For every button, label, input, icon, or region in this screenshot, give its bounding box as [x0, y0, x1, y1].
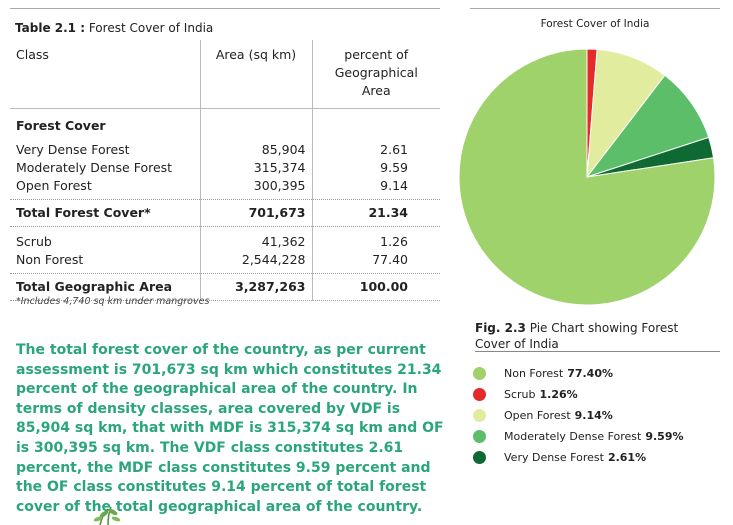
legend-label: Very Dense Forest [504, 451, 604, 464]
cell-percent: 9.59 [311, 159, 440, 177]
cell-class: Scrub [16, 234, 52, 249]
cell-percent: 1.26 [311, 226, 440, 251]
plant-illustration [93, 506, 121, 525]
cell-percent: 100.00 [311, 273, 440, 301]
table-caption-text: Forest Cover of India [88, 21, 214, 35]
cell-percent: 21.34 [311, 199, 440, 227]
table-row: Moderately Dense Forest 315,374 9.59 [10, 159, 440, 177]
legend-value: 2.61% [607, 451, 647, 464]
cell-area: 85,904 [199, 141, 312, 159]
table-row: Open Forest 300,395 9.14 [10, 177, 440, 200]
cell-area: 3,287,263 [199, 273, 312, 301]
legend-swatch-moderately-dense-forest [473, 430, 486, 443]
legend-label: Moderately Dense Forest [504, 430, 642, 443]
legend-value: 9.14% [574, 409, 613, 422]
header-percent: percent of Geographical Area [311, 40, 440, 109]
total-geographic-row: Total Geographic Area 3,287,263 100.00 [10, 273, 440, 301]
top-rule-right [470, 8, 720, 9]
cell-percent: 2.61 [311, 141, 440, 159]
figure-caption: Fig. 2.3 Pie Chart showing Forest Cover … [475, 320, 715, 352]
legend-value: 1.26% [539, 388, 578, 401]
summary-paragraph: The total forest cover of the country, a… [16, 342, 444, 515]
cell-class: Very Dense Forest [16, 142, 130, 157]
legend-label: Scrub [504, 388, 536, 401]
legend-swatch-open-forest [473, 409, 486, 422]
cell-percent: 9.14 [311, 177, 440, 200]
table-caption-label: Table 2.1 : [15, 21, 85, 35]
legend-item-open-forest: Open Forest 9.14% [473, 405, 723, 426]
cell-area: 300,395 [199, 177, 312, 200]
pie-slice-moderately-dense-forest [585, 74, 710, 178]
legend-label: Open Forest [504, 409, 571, 422]
legend-value: 9.59% [645, 430, 684, 443]
figure-caption-rule [475, 351, 720, 352]
top-rule-left [10, 8, 440, 9]
legend-swatch-very-dense-forest [473, 451, 486, 464]
legend-value: 77.40% [567, 367, 614, 380]
forest-cover-table: Class Area (sq km) percent of Geographic… [10, 40, 440, 301]
total-forest-row: Total Forest Cover* 701,673 21.34 [10, 199, 440, 227]
section-heading: Forest Cover [16, 118, 106, 133]
figure-caption-text: Pie Chart showing Forest Cover of India [475, 321, 679, 351]
legend-swatch-scrub [473, 388, 486, 401]
legend-item-moderately-dense-forest: Moderately Dense Forest 9.59% [473, 426, 723, 447]
chart-title: Forest Cover of India [540, 18, 650, 30]
cell-class: Total Geographic Area [10, 273, 200, 301]
legend-item-scrub: Scrub 1.26% [473, 384, 723, 405]
table-caption: Table 2.1 : Forest Cover of India [15, 21, 213, 35]
figure-caption-label: Fig. 2.3 [475, 321, 526, 335]
cell-area: 2,544,228 [199, 251, 312, 274]
table-header-row: Class Area (sq km) percent of Geographic… [10, 40, 440, 109]
table-row: Scrub 41,362 1.26 [10, 226, 440, 251]
cell-percent: 77.40 [311, 251, 440, 274]
header-class: Class [10, 40, 200, 109]
cell-area: 41,362 [199, 226, 312, 251]
cell-class: Open Forest [16, 178, 92, 193]
cell-class: Total Forest Cover* [10, 199, 200, 227]
section-row-forest-cover: Forest Cover [10, 108, 440, 141]
cell-area: 701,673 [199, 199, 312, 227]
pie-slice-non-forest [458, 48, 716, 306]
table-row: Non Forest 2,544,228 77.40 [10, 251, 440, 274]
cell-area: 315,374 [199, 159, 312, 177]
legend-item-very-dense-forest: Very Dense Forest 2.61% [473, 447, 723, 468]
header-area: Area (sq km) [199, 40, 312, 109]
cell-class: Non Forest [16, 252, 84, 267]
pie-chart [458, 48, 716, 306]
legend-item-non-forest: Non Forest 77.40% [473, 363, 723, 384]
table-footnote: *Includes 4,740 sq km under mangroves [16, 296, 210, 307]
cell-class: Moderately Dense Forest [16, 160, 173, 175]
chart-legend: Non Forest 77.40% Scrub 1.26% Open Fores… [473, 363, 723, 468]
table-row: Very Dense Forest 85,904 2.61 [10, 141, 440, 159]
legend-label: Non Forest [504, 367, 564, 380]
legend-swatch-non-forest [473, 367, 486, 380]
